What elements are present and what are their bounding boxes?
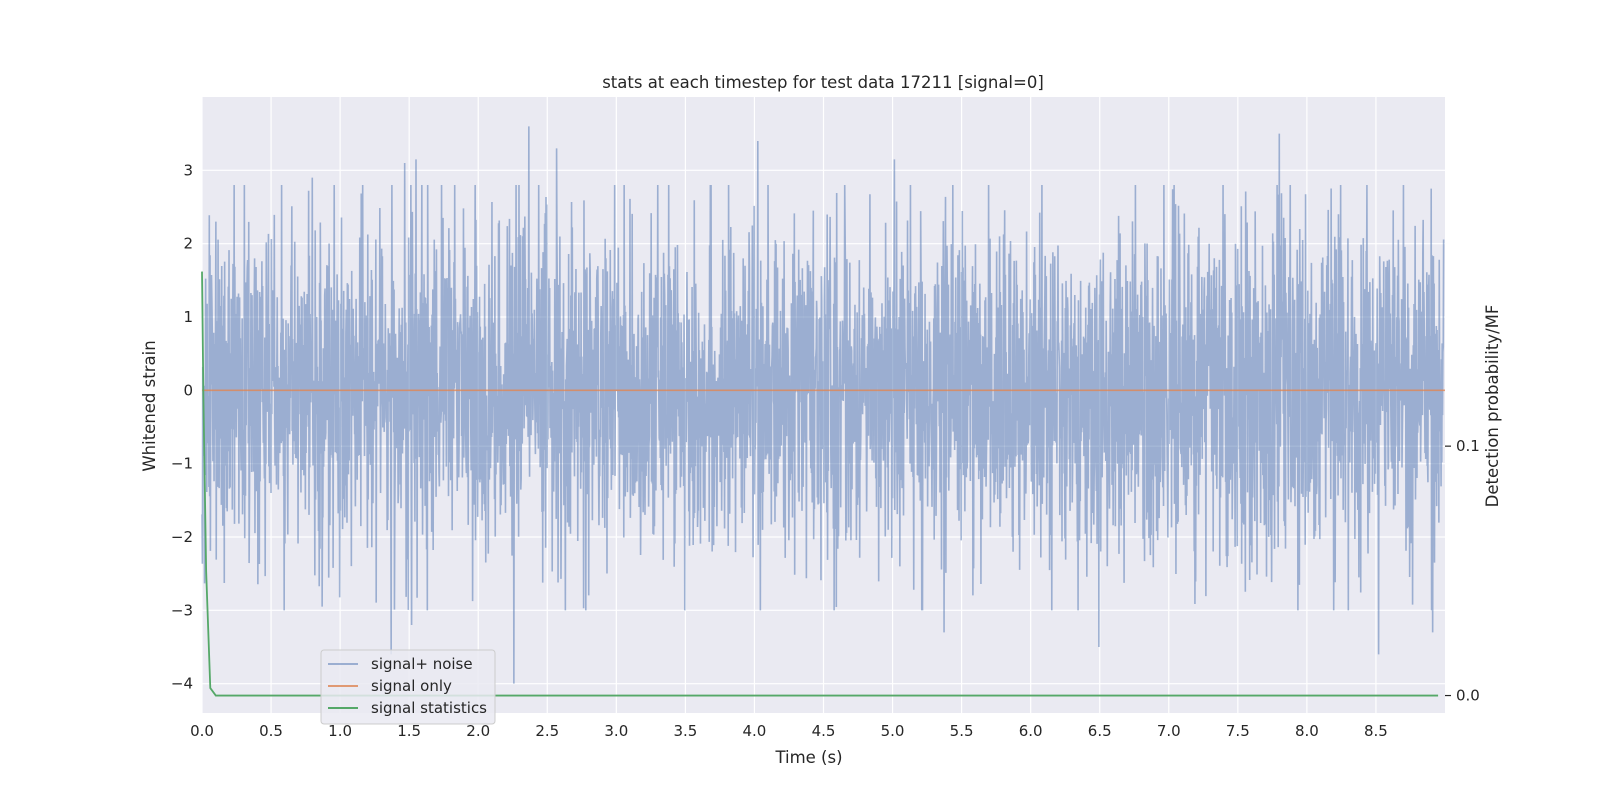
y-axis-title: Whitened strain <box>140 340 159 471</box>
x-tick-label: 3.5 <box>673 722 697 740</box>
series-signal-statistics-line <box>201 271 1439 697</box>
chart-title: stats at each timestep for test data 172… <box>602 73 1044 92</box>
y-tick-labels: −4 −3 −2 −1 0 1 2 3 <box>171 161 193 692</box>
legend-label-signal-only: signal only <box>371 677 452 695</box>
y-tick-label: −3 <box>171 601 193 619</box>
y2-tick-labels: 0.0 0.1 <box>1445 437 1480 705</box>
x-tick-label: 3.0 <box>604 722 628 740</box>
x-tick-label: 7.5 <box>1226 722 1250 740</box>
y-tick-label: 1 <box>183 308 193 326</box>
legend-label-signal-noise: signal+ noise <box>371 655 473 673</box>
x-tick-label: 8.5 <box>1364 722 1388 740</box>
series-layer <box>201 126 1445 697</box>
x-tick-label: 8.0 <box>1295 722 1319 740</box>
y2-axis-title: Detection probability/MF <box>1483 305 1502 508</box>
legend-box <box>320 649 496 725</box>
y-tick-label: 2 <box>183 235 193 253</box>
y2-tick-label: 0.1 <box>1456 437 1480 455</box>
x-tick-label: 2.0 <box>466 722 490 740</box>
series-signal-noise-line <box>201 126 1445 684</box>
x-tick-label: 0.5 <box>259 722 283 740</box>
x-tick-label: 2.5 <box>535 722 559 740</box>
x-tick-label: 1.5 <box>397 722 421 740</box>
x-axis-title: Time (s) <box>774 748 842 767</box>
x-tick-label: 1.0 <box>328 722 352 740</box>
x-tick-label: 6.0 <box>1019 722 1043 740</box>
x-tick-label: 6.5 <box>1088 722 1112 740</box>
y-tick-label: −1 <box>171 455 193 473</box>
x-tick-label: 5.0 <box>881 722 905 740</box>
x-tick-labels: 0.0 0.5 1.0 1.5 2.0 2.5 3.0 3.5 4.0 4.5 5.0 5.5 6.0 6… <box>190 722 1388 740</box>
y-tick-label: 0 <box>183 381 193 399</box>
x-tick-label: 4.0 <box>743 722 767 740</box>
y-tick-label: −4 <box>171 675 193 693</box>
x-tick-label: 4.5 <box>812 722 836 740</box>
y-tick-label: −2 <box>171 528 193 546</box>
legend: signal+ noise signal only signal statist… <box>320 649 496 725</box>
x-tick-label: 7.0 <box>1157 722 1181 740</box>
y2-tick-label: 0.0 <box>1456 687 1480 705</box>
legend-label-signal-statistics: signal statistics <box>371 699 487 717</box>
x-tick-label: 5.5 <box>950 722 974 740</box>
y-tick-label: 3 <box>183 161 193 179</box>
x-tick-label: 0.0 <box>190 722 214 740</box>
